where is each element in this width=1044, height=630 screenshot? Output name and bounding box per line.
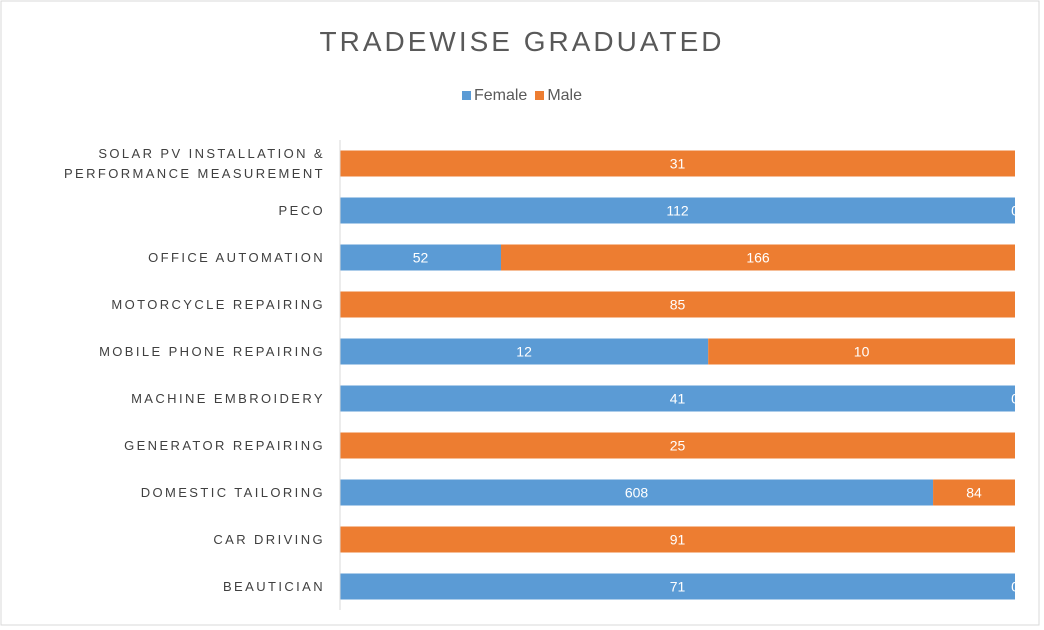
- y-tick-label: BEAUTICIAN: [222, 578, 325, 594]
- data-label: 31: [670, 156, 686, 172]
- bar-segment: [340, 432, 1015, 459]
- bar-segment: [340, 197, 1015, 224]
- bar-segment: [501, 244, 1015, 271]
- plot: 031112052166085121041002560884091710: [340, 150, 1019, 600]
- legend-item: Female: [461, 87, 528, 105]
- bar-segment: [340, 338, 709, 365]
- data-label: 41: [670, 391, 686, 407]
- bar-segment: [708, 338, 1015, 365]
- y-tick-label: MOTORCYCLE REPAIRING: [111, 296, 325, 312]
- bar-segment: [340, 244, 502, 271]
- data-label: 166: [746, 250, 770, 266]
- y-tick-label: SOLAR PV INSTALLATION & PERFORMANCE MEAS…: [63, 145, 325, 181]
- y-tick-label: OFFICE AUTOMATION: [148, 249, 325, 265]
- legend-swatch: [535, 91, 545, 100]
- data-label: 84: [966, 485, 982, 501]
- data-label: 112: [666, 203, 689, 219]
- data-label: 0: [1011, 579, 1019, 595]
- y-tick-label: PECO: [278, 202, 325, 218]
- data-label: 52: [413, 250, 429, 266]
- data-label: 85: [670, 297, 686, 313]
- y-tick-label: GENERATOR REPAIRING: [124, 437, 325, 453]
- data-label: 0: [1011, 203, 1019, 219]
- data-label: 25: [670, 438, 686, 454]
- bar-segment: [340, 150, 1015, 177]
- legend-label: Female: [473, 87, 528, 104]
- bar-segment: [340, 291, 1015, 318]
- y-tick-label: CAR DRIVING: [213, 531, 325, 547]
- legend: Female Male: [0, 87, 1044, 105]
- y-tick-label: DOMESTIC TAILORING: [140, 484, 325, 500]
- y-tick-label: MACHINE EMBROIDERY: [131, 390, 325, 406]
- bar-segment: [340, 573, 1015, 600]
- data-label: 608: [625, 485, 649, 501]
- data-label: 71: [670, 579, 686, 595]
- data-label: 12: [516, 344, 532, 360]
- bar-segment: [340, 385, 1015, 412]
- data-label: 10: [854, 344, 870, 360]
- bar-segment: [340, 526, 1015, 553]
- legend-swatch: [461, 91, 471, 100]
- data-label: 91: [670, 532, 686, 548]
- legend-item: Male: [535, 87, 582, 105]
- chart-title: TRADEWISE GRADUATED: [319, 26, 725, 57]
- data-label: 0: [1011, 391, 1019, 407]
- legend-label: Male: [547, 87, 583, 104]
- y-tick-label: MOBILE PHONE REPAIRING: [99, 343, 325, 359]
- bar-segment: [933, 479, 1015, 506]
- bar-segment: [340, 479, 934, 506]
